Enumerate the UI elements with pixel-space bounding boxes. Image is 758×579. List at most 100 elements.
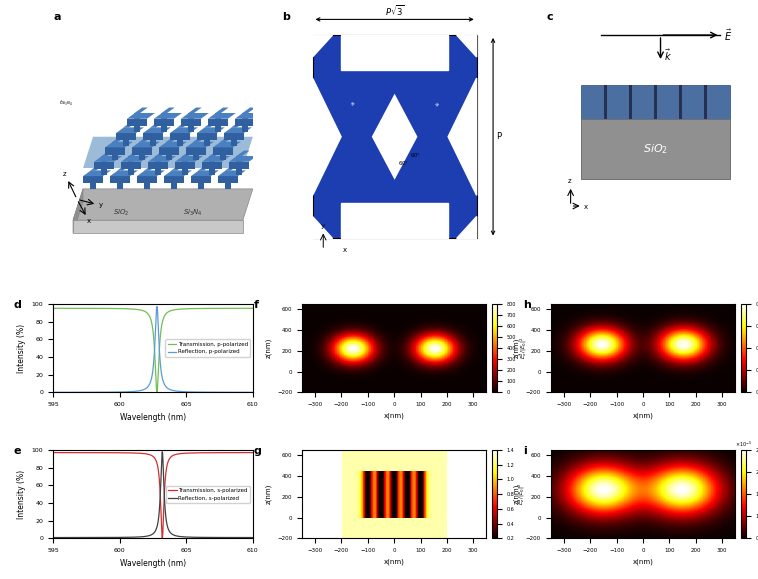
Polygon shape [215,108,229,113]
Polygon shape [161,108,175,113]
Polygon shape [102,156,107,174]
Polygon shape [110,176,130,184]
Polygon shape [371,94,418,179]
Reflection, p-polarized [121,389,130,395]
Polygon shape [137,176,157,184]
X-axis label: Wavelength (nm): Wavelength (nm) [120,413,186,422]
FancyBboxPatch shape [341,35,448,70]
Polygon shape [235,113,263,119]
Polygon shape [117,165,131,171]
Transmission, s-polarized [196,449,205,456]
Line: Transmission, p-polarized: Transmission, p-polarized [53,308,253,393]
Y-axis label: z(nm): z(nm) [514,338,520,358]
Polygon shape [208,119,228,126]
Transmission, p-polarized [196,305,205,312]
Polygon shape [204,127,210,146]
Polygon shape [73,189,83,233]
Reflection, s-polarized [167,530,176,537]
Polygon shape [209,156,215,174]
Polygon shape [144,165,158,171]
Polygon shape [220,136,233,142]
Polygon shape [312,78,341,195]
X-axis label: x(nm): x(nm) [632,413,653,419]
Polygon shape [177,122,191,127]
Polygon shape [220,142,226,160]
Polygon shape [154,113,182,119]
Reflection, p-polarized [49,389,58,396]
Polygon shape [202,162,222,169]
Text: g: g [254,446,262,456]
Y-axis label: z(nm): z(nm) [514,484,520,504]
Polygon shape [137,170,165,176]
Polygon shape [105,142,133,148]
Reflection, s-polarized [158,448,167,455]
Polygon shape [198,171,204,189]
Polygon shape [209,151,223,156]
Polygon shape [171,171,177,189]
Polygon shape [229,156,257,162]
Polygon shape [90,165,104,171]
Polygon shape [159,148,179,155]
FancyBboxPatch shape [581,119,731,179]
Transmission, p-polarized [121,305,130,312]
Text: $SiO_2$: $SiO_2$ [643,142,668,156]
Text: i: i [523,446,527,456]
Y-axis label: $E^2_x/|E_0|^2$: $E^2_x/|E_0|^2$ [518,337,529,359]
Reflection, s-polarized [58,534,67,541]
Polygon shape [175,156,203,162]
Polygon shape [132,148,152,155]
Text: f: f [254,301,258,310]
Reflection, p-polarized [58,389,67,396]
Text: $SiO_2$: $SiO_2$ [113,208,130,218]
Reflection, p-polarized [167,387,176,394]
Polygon shape [231,127,236,146]
FancyBboxPatch shape [581,85,731,119]
Polygon shape [193,142,199,160]
Transmission, s-polarized [58,449,67,456]
Polygon shape [231,122,245,127]
Polygon shape [202,156,230,162]
Text: w: w [402,126,408,132]
Y-axis label: $E^2_z/|E_0|^2$: $E^2_z/|E_0|^2$ [517,483,528,505]
Reflection, p-polarized [175,388,184,395]
Polygon shape [224,133,244,140]
Polygon shape [164,176,184,184]
Text: b: b [282,12,290,21]
Polygon shape [116,127,144,133]
X-axis label: Wavelength (nm): Wavelength (nm) [120,559,186,568]
Polygon shape [197,127,225,133]
Text: $t_{Si_3N_4}$: $t_{Si_3N_4}$ [59,98,73,108]
Text: x: x [584,204,587,210]
Polygon shape [229,162,249,169]
Polygon shape [127,113,155,119]
Polygon shape [105,148,125,155]
Polygon shape [188,108,202,113]
Polygon shape [170,127,198,133]
Polygon shape [456,35,477,57]
Polygon shape [150,127,155,146]
Reflection, s-polarized [196,534,205,541]
Polygon shape [139,142,145,160]
FancyBboxPatch shape [654,85,657,119]
Polygon shape [236,151,249,156]
Reflection, s-polarized [121,534,130,541]
Text: $60°$: $60°$ [410,151,421,159]
Polygon shape [208,113,236,119]
Text: y: y [99,202,103,208]
Transmission, p-polarized [58,305,67,312]
Transmission, s-polarized [121,449,130,456]
Y-axis label: Intensity (%): Intensity (%) [17,470,27,519]
Transmission, s-polarized [167,453,176,460]
Polygon shape [116,133,136,140]
Polygon shape [94,162,114,169]
Polygon shape [124,127,129,146]
Polygon shape [235,119,255,126]
Reflection, p-polarized [207,389,216,395]
Text: c: c [547,12,553,21]
Text: y: y [321,223,325,229]
Transmission, s-polarized [249,449,258,456]
FancyBboxPatch shape [312,35,477,239]
Polygon shape [182,151,196,156]
Polygon shape [166,142,172,160]
Polygon shape [312,217,333,239]
